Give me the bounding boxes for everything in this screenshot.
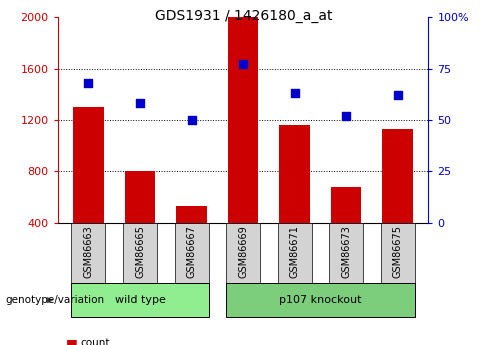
- Text: GSM86667: GSM86667: [186, 225, 197, 278]
- Bar: [176, 206, 207, 223]
- Bar: [279, 125, 310, 223]
- Bar: [381, 223, 415, 283]
- Bar: [278, 223, 311, 283]
- Point: [291, 90, 299, 96]
- Bar: [330, 187, 362, 223]
- Point: [136, 101, 144, 106]
- Text: ■: ■: [66, 337, 78, 345]
- Text: count: count: [81, 338, 110, 345]
- Point: [84, 80, 92, 86]
- Text: GSM86675: GSM86675: [392, 225, 403, 278]
- Text: wild type: wild type: [115, 295, 165, 305]
- Point: [342, 113, 350, 119]
- Text: GSM86663: GSM86663: [83, 225, 94, 278]
- Text: GSM86669: GSM86669: [238, 225, 248, 278]
- Bar: [124, 171, 156, 223]
- Text: genotype/variation: genotype/variation: [5, 295, 104, 305]
- Bar: [382, 129, 413, 223]
- Text: p107 knockout: p107 knockout: [279, 295, 362, 305]
- Text: GSM86671: GSM86671: [289, 225, 300, 278]
- Point: [239, 62, 247, 67]
- Point: [394, 92, 402, 98]
- Bar: [123, 223, 157, 283]
- Text: GSM86665: GSM86665: [135, 225, 145, 278]
- Bar: [226, 283, 415, 317]
- Bar: [72, 223, 105, 283]
- Bar: [227, 17, 259, 223]
- Text: GDS1931 / 1426180_a_at: GDS1931 / 1426180_a_at: [155, 9, 333, 23]
- Bar: [73, 107, 104, 223]
- Text: GSM86673: GSM86673: [341, 225, 351, 278]
- Bar: [329, 223, 363, 283]
- Bar: [175, 223, 208, 283]
- Bar: [226, 223, 260, 283]
- Bar: [72, 283, 208, 317]
- Point: [187, 117, 195, 122]
